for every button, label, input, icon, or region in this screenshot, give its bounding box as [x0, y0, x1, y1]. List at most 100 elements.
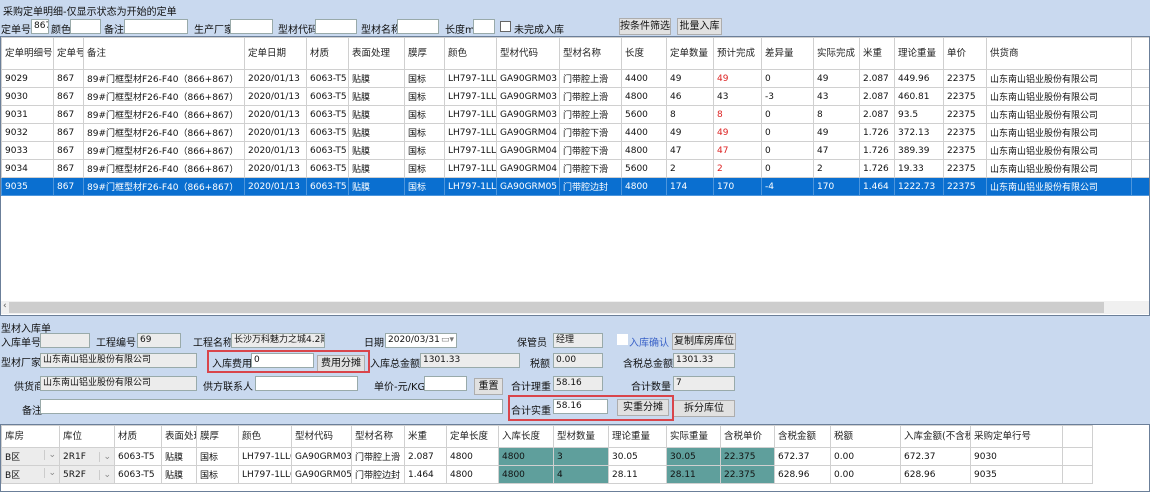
dropdown-arrow-icon[interactable]: ⌄: [44, 450, 56, 460]
table-cell[interactable]: 山东南山铝业股份有限公司: [986, 159, 1132, 178]
table-cell[interactable]: 国标: [404, 123, 445, 142]
filter-button[interactable]: 按条件筛选: [619, 18, 671, 35]
table-cell[interactable]: 22375: [943, 159, 987, 178]
table-cell[interactable]: 372.13: [894, 123, 944, 142]
receipt-no-input[interactable]: [40, 333, 90, 348]
table-cell[interactable]: 2020/01/13: [244, 69, 307, 88]
table-cell[interactable]: LH797-1LL0: [444, 159, 497, 178]
table-cell[interactable]: 门带腔边封: [351, 465, 405, 484]
table-cell[interactable]: 89#门框型材F26-F40（866+867）: [83, 177, 245, 196]
table-cell[interactable]: LH797-1LL0: [444, 177, 497, 196]
table-cell[interactable]: LH797-1LL0: [444, 123, 497, 142]
table-cell[interactable]: LH797-1LL0: [444, 87, 497, 106]
table-cell[interactable]: 867: [53, 105, 84, 124]
table-cell[interactable]: 门带腔上滑: [559, 69, 622, 88]
receipt-line-grid[interactable]: 库房库位材质表面处理膜厚颜色型材代码型材名称米重定单长度入库长度型材数量理论重量…: [0, 424, 1150, 492]
column-header[interactable]: 采购定单行号: [970, 425, 1063, 448]
table-cell[interactable]: GA90GRM03: [496, 69, 560, 88]
table-cell[interactable]: 4: [553, 465, 609, 484]
table-cell[interactable]: 山东南山铝业股份有限公司: [986, 87, 1132, 106]
table-cell[interactable]: 672.37: [900, 447, 971, 466]
table-cell[interactable]: 628.96: [774, 465, 831, 484]
table-cell[interactable]: 30.05: [608, 447, 667, 466]
table-cell[interactable]: 4800: [621, 141, 667, 160]
column-header[interactable]: 定单数量: [666, 37, 714, 70]
table-cell[interactable]: 贴膜: [348, 159, 405, 178]
table-cell[interactable]: 47: [813, 141, 860, 160]
dropdown-arrow-icon[interactable]: ⌄: [99, 451, 111, 462]
table-cell[interactable]: 门带腔上滑: [351, 447, 405, 466]
project-name-input[interactable]: 长沙万科魅力之城4.2期: [231, 333, 325, 348]
keeper-input[interactable]: 经理: [553, 333, 603, 348]
column-header[interactable]: 实际完成: [813, 37, 860, 70]
table-cell[interactable]: 国标: [404, 177, 445, 196]
actual-weight-input[interactable]: 58.16: [553, 399, 608, 414]
table-cell[interactable]: LH797-1LL0: [444, 69, 497, 88]
table-cell[interactable]: 170: [713, 177, 762, 196]
column-header[interactable]: 含税单价: [720, 425, 775, 448]
table-cell[interactable]: LH797-1LL0: [238, 465, 292, 484]
column-header[interactable]: 表面处理: [348, 37, 405, 70]
table-cell[interactable]: GA90GRM03: [291, 447, 352, 466]
table-cell[interactable]: 贴膜: [348, 87, 405, 106]
incomplete-checkbox[interactable]: [500, 21, 511, 32]
table-cell[interactable]: 460.81: [894, 87, 944, 106]
table-cell[interactable]: 2.087: [859, 69, 895, 88]
table-cell[interactable]: 4400: [621, 123, 667, 142]
column-header[interactable]: 材质: [114, 425, 162, 448]
table-cell[interactable]: 22375: [943, 177, 987, 196]
column-header[interactable]: 备注: [83, 37, 245, 70]
column-header[interactable]: 米重: [859, 37, 895, 70]
length-input[interactable]: [473, 19, 495, 34]
table-cell[interactable]: 47: [666, 141, 714, 160]
table-cell[interactable]: 1222.73: [894, 177, 944, 196]
table-cell[interactable]: 贴膜: [348, 177, 405, 196]
scrollbar-thumb[interactable]: [9, 302, 1104, 313]
scroll-left-icon[interactable]: ‹: [3, 301, 7, 311]
manufacturer-input[interactable]: [230, 19, 273, 34]
column-header[interactable]: 膜厚: [404, 37, 445, 70]
order-no-input[interactable]: 867: [31, 19, 49, 34]
table-cell[interactable]: 4800: [498, 465, 554, 484]
table-cell[interactable]: 174: [666, 177, 714, 196]
table-cell[interactable]: GA90GRM05: [496, 177, 560, 196]
table-cell[interactable]: 9034: [1, 159, 54, 178]
project-no-input[interactable]: 69: [137, 333, 181, 348]
reset-button[interactable]: 重置: [474, 378, 503, 395]
table-row[interactable]: B区 ⌄ 5R2F ⌄ 6063-T5 贴膜 国标 LH797-1LL0 GA90GRM05 门带…: [1, 465, 1093, 484]
table-cell[interactable]: 89#门框型材F26-F40（866+867）: [83, 105, 245, 124]
table-cell[interactable]: 2.087: [859, 105, 895, 124]
confirm-checkbox[interactable]: [617, 334, 628, 345]
table-cell[interactable]: 1.464: [859, 177, 895, 196]
table-cell[interactable]: 贴膜: [161, 447, 197, 466]
copy-location-button[interactable]: 复制库房库位: [672, 333, 736, 350]
table-cell[interactable]: LH797-1LL0: [444, 141, 497, 160]
column-header[interactable]: 长度: [621, 37, 667, 70]
table-cell[interactable]: 22375: [943, 123, 987, 142]
table-cell[interactable]: 9035: [970, 465, 1063, 484]
calendar-dropdown-icon[interactable]: ▭▾: [440, 335, 454, 345]
table-cell[interactable]: 6063-T5: [114, 447, 162, 466]
column-header[interactable]: 米重: [404, 425, 447, 448]
table-cell[interactable]: 49: [666, 123, 714, 142]
table-row[interactable]: 9030 867 89#门框型材F26-F40（866+867） 2020/01/13…: [1, 87, 1149, 106]
table-cell[interactable]: 89#门框型材F26-F40（866+867）: [83, 69, 245, 88]
column-header[interactable]: 材质: [306, 37, 349, 70]
table-cell[interactable]: 46: [666, 87, 714, 106]
table-cell[interactable]: 22375: [943, 69, 987, 88]
table-cell[interactable]: 门带腔下滑: [559, 123, 622, 142]
table-cell[interactable]: 89#门框型材F26-F40（866+867）: [83, 87, 245, 106]
table-cell[interactable]: 4800: [621, 177, 667, 196]
table-cell[interactable]: 国标: [404, 105, 445, 124]
table-cell[interactable]: 9029: [1, 69, 54, 88]
table-cell[interactable]: 0.00: [830, 465, 901, 484]
table-cell[interactable]: 国标: [196, 465, 239, 484]
table-cell[interactable]: 49: [713, 123, 762, 142]
table-cell[interactable]: 22.375: [720, 447, 775, 466]
table-row[interactable]: 9032 867 89#门框型材F26-F40（866+867） 2020/01/13…: [1, 123, 1149, 142]
table-cell[interactable]: 867: [53, 123, 84, 142]
column-header[interactable]: 理论重量: [894, 37, 944, 70]
table-cell[interactable]: 贴膜: [348, 141, 405, 160]
table-cell[interactable]: -3: [761, 87, 814, 106]
table-cell[interactable]: 28.11: [608, 465, 667, 484]
